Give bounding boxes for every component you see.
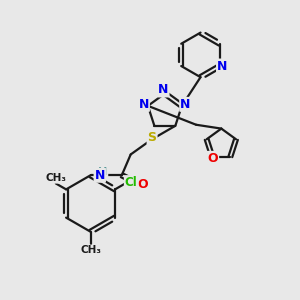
Text: CH₃: CH₃ bbox=[45, 173, 66, 183]
Text: N: N bbox=[217, 59, 227, 73]
Text: N: N bbox=[158, 83, 169, 97]
Text: O: O bbox=[208, 152, 218, 165]
Text: S: S bbox=[148, 131, 157, 144]
Text: Cl: Cl bbox=[125, 176, 137, 189]
Text: N: N bbox=[139, 98, 149, 111]
Text: CH₃: CH₃ bbox=[80, 245, 101, 255]
Text: N: N bbox=[94, 169, 105, 182]
Text: H: H bbox=[98, 167, 107, 177]
Text: O: O bbox=[138, 178, 148, 191]
Text: N: N bbox=[180, 98, 190, 111]
